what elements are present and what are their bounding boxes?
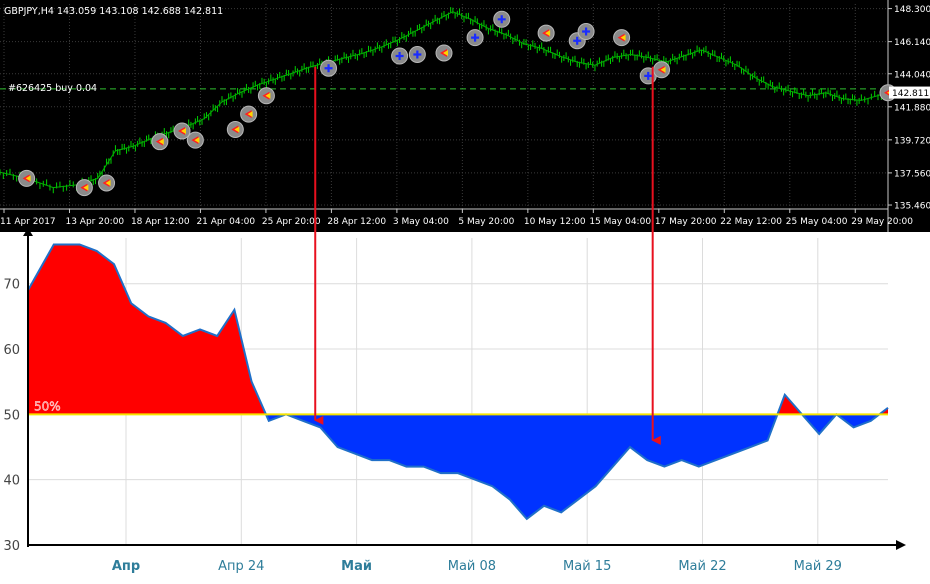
- sell-signal-marker: [653, 61, 671, 79]
- time-tick-label: 17 May 20:00: [655, 217, 717, 227]
- time-tick-label: 3 May 04:00: [393, 217, 449, 227]
- time-tick-label: 25 May 04:00: [786, 217, 848, 227]
- sentiment-chart: 50% 30 40 50 60 70 Апр Апр 24 Май Май 08 Май 15 Ма…: [3, 228, 906, 574]
- buy-signal-marker: [466, 29, 484, 47]
- sell-triangle-inner: [105, 179, 111, 186]
- sell-triangle-inner: [234, 126, 240, 133]
- sentiment-x-tick-label: Апр 24: [218, 559, 264, 574]
- buy-cross: [471, 33, 480, 42]
- buy-signal-marker: [408, 45, 426, 63]
- price-tick-label: 137.560: [894, 169, 930, 179]
- y-axis-arrowhead: [23, 228, 33, 236]
- sell-triangle-inner: [194, 137, 200, 144]
- current-price-label: 142.811: [892, 89, 929, 99]
- sentiment-x-tick-label: Май 08: [448, 559, 496, 574]
- time-tick-label: 13 Apr 20:00: [65, 217, 124, 227]
- price-line: [0, 11, 889, 189]
- time-tick-label: 29 May 20:00: [851, 217, 913, 227]
- buy-signal-marker: [320, 59, 338, 77]
- current-price-box: [889, 86, 930, 99]
- sentiment-y-tick-label: 50: [3, 408, 20, 423]
- sell-signal-marker: [186, 131, 204, 149]
- sell-signal-marker: [435, 44, 453, 62]
- buy-signal-marker: [493, 10, 511, 28]
- time-tick-label: 18 Apr 12:00: [131, 217, 190, 227]
- sentiment-area-below: [28, 414, 888, 519]
- buy-signal-marker: [577, 23, 595, 41]
- threshold-label: 50%: [34, 399, 61, 413]
- buy-cross: [582, 27, 591, 36]
- buy-cross: [573, 36, 582, 45]
- time-tick-label: 5 May 20:00: [458, 217, 514, 227]
- sentiment-x-tick-label: Май 22: [678, 559, 726, 574]
- price-tick-label: 141.880: [894, 103, 930, 113]
- sell-signal-marker: [151, 133, 169, 151]
- sell-triangle-inner: [620, 34, 626, 41]
- time-tick-label: 10 May 12:00: [524, 217, 586, 227]
- sentiment-line: [27, 243, 889, 521]
- sentiment-x-tick-label: Май 29: [794, 559, 842, 574]
- sell-triangle-inner: [545, 30, 551, 37]
- sell-triangle-inner: [247, 111, 253, 118]
- sentiment-y-tick-label: 40: [3, 474, 20, 489]
- price-tick-label: 135.460: [894, 202, 930, 212]
- sentiment-area-above: [28, 244, 888, 415]
- sell-triangle-inner: [443, 49, 448, 56]
- price-chart: 135.460 137.560 139.720 141.880 144.040 146.1…: [0, 0, 930, 232]
- sentiment-x-tick-label: Май: [341, 559, 372, 574]
- sentiment-y-tick-label: 70: [3, 278, 20, 293]
- sell-signal-marker: [75, 179, 93, 197]
- sell-signal-marker: [173, 122, 191, 140]
- sentiment-x-tick-label: Май 15: [563, 559, 611, 574]
- time-tick-label: 22 May 12:00: [720, 217, 782, 227]
- sell-triangle-inner: [83, 184, 89, 191]
- sell-triangle-inner: [265, 92, 271, 99]
- sell-signal-marker: [18, 169, 36, 187]
- time-tick-label: 15 May 04:00: [589, 217, 651, 227]
- sell-signal-marker: [98, 174, 116, 192]
- price-tick-label: 148.300: [894, 5, 930, 15]
- buy-signal-marker: [391, 47, 409, 65]
- buy-cross: [644, 71, 653, 80]
- sentiment-x-tick-label: Апр: [112, 559, 140, 574]
- time-tick-label: 25 Apr 20:00: [262, 217, 321, 227]
- sentiment-y-tick-label: 30: [3, 539, 20, 554]
- price-tick-label: 139.720: [894, 136, 930, 146]
- buy-cross: [324, 64, 333, 73]
- sentiment-chart-panel: 50% 30 40 50 60 70 Апр Апр 24 Май Май 08 Май 15 Ма…: [0, 228, 930, 580]
- sentiment-y-tick-label: 60: [3, 343, 20, 358]
- sell-triangle-inner: [158, 138, 164, 145]
- sell-signal-marker: [240, 105, 258, 123]
- sell-signal-marker: [257, 87, 275, 105]
- sell-signal-marker: [226, 120, 244, 138]
- buy-cross: [413, 50, 422, 59]
- sell-signal-marker: [537, 24, 555, 42]
- sell-triangle-inner: [25, 175, 31, 182]
- buy-cross: [497, 15, 506, 24]
- time-tick-label: 21 Apr 04:00: [196, 217, 255, 227]
- price-tick-label: 146.140: [894, 38, 930, 48]
- buy-cross: [395, 52, 404, 61]
- time-tick-label: 28 Apr 12:00: [327, 217, 386, 227]
- time-tick-label: 11 Apr 2017: [0, 217, 56, 227]
- sell-signal-marker: [613, 29, 631, 47]
- price-chart-panel: 135.460 137.560 139.720 141.880 144.040 146.1…: [0, 0, 930, 232]
- price-tick-label: 144.040: [894, 70, 930, 80]
- order-label: #626425 buy 0.04: [8, 83, 97, 94]
- x-axis-arrowhead: [896, 540, 906, 550]
- sell-triangle-inner: [181, 127, 187, 134]
- symbol-label: GBPJPY,H4 143.059 143.108 142.688 142.81…: [4, 6, 223, 17]
- sell-triangle-inner: [660, 66, 666, 73]
